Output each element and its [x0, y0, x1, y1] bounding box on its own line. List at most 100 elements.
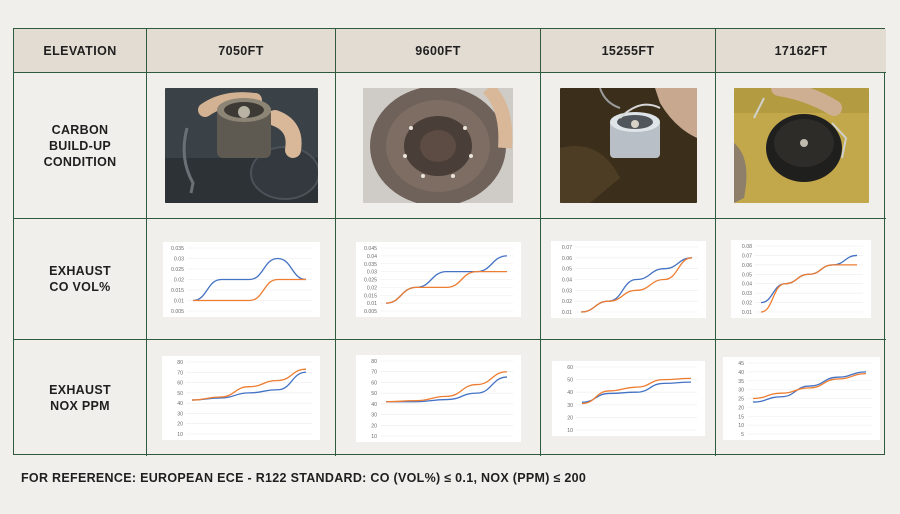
row-label-co: EXHAUST CO VOL% — [14, 219, 147, 340]
y-tick-label: 0.03 — [173, 256, 183, 262]
reference-footnote: FOR REFERENCE: EUROPEAN ECE - R122 STAND… — [21, 471, 587, 485]
y-tick-label: 0.01 — [561, 310, 571, 316]
carbon-photo-9600ft — [363, 88, 513, 203]
y-tick-label: 0.02 — [561, 299, 571, 305]
y-tick-label: 30 — [371, 412, 377, 418]
y-tick-label: 0.05 — [742, 272, 752, 278]
header-15255ft: 15255FT — [541, 29, 716, 73]
y-tick-label: 0.005 — [364, 309, 377, 315]
y-tick-label: 50 — [567, 377, 573, 383]
nox-chart-17162ft: 45 40 35 30 25 20 15 10 5 — [722, 356, 880, 440]
y-tick-label: 30 — [177, 411, 183, 417]
series-line-2 — [385, 370, 507, 402]
y-tick-label: 30 — [567, 402, 573, 408]
y-tick-label: 10 — [371, 434, 377, 440]
y-tick-label: 30 — [738, 387, 744, 393]
series-line-2 — [385, 270, 507, 304]
header-7050ft: 7050FT — [147, 29, 336, 73]
co-chart-cell-9600ft: 0.045 0.04 0.035 0.03 0.025 0.02 0.015 0.01 0.00… — [336, 219, 541, 340]
y-tick-label: 0.02 — [742, 301, 752, 307]
row-label-carbon: CARBON BUILD-UP CONDITION — [14, 73, 147, 219]
y-tick-label: 80 — [371, 359, 377, 365]
co-chart-15255ft: 0.07 0.06 0.05 0.04 0.03 0.02 0.01 — [550, 240, 706, 318]
y-tick-label: 0.015 — [364, 293, 377, 299]
series-line-1 — [385, 375, 507, 402]
chart-background — [162, 356, 320, 440]
y-tick-label: 40 — [371, 401, 377, 407]
header-9600ft: 9600FT — [336, 29, 541, 73]
y-tick-label: 0.03 — [742, 291, 752, 297]
nox-chart-cell-15255ft: 60 50 40 30 20 10 — [541, 340, 716, 456]
nox-chart-7050ft: 80 70 60 50 40 30 20 10 — [162, 356, 320, 440]
comparison-table: ELEVATION 7050FT 9600FT 15255FT 17162FT … — [13, 28, 886, 456]
carbon-photo-7050ft — [164, 88, 318, 203]
y-tick-label: 0.07 — [742, 253, 752, 259]
y-tick-label: 0.035 — [364, 261, 377, 267]
y-tick-label: 20 — [177, 422, 183, 428]
y-tick-label: 0.045 — [364, 246, 377, 252]
y-tick-label: 0.04 — [561, 277, 571, 283]
series-line-2 — [192, 278, 306, 301]
nox-chart-cell-9600ft: 80 70 60 50 40 30 20 10 — [336, 340, 541, 456]
y-tick-label: 0.035 — [171, 246, 184, 252]
y-tick-label: 10 — [177, 432, 183, 438]
y-tick-label: 25 — [738, 396, 744, 402]
series-line-1 — [752, 370, 866, 403]
series-line-2 — [581, 377, 691, 404]
y-tick-label: 50 — [371, 391, 377, 397]
co-chart-17162ft: 0.08 0.07 0.06 0.05 0.04 0.03 0.02 0.01 — [731, 240, 871, 318]
y-tick-label: 0.005 — [171, 309, 184, 315]
chart-background — [551, 360, 705, 436]
y-tick-label: 0.06 — [742, 263, 752, 269]
header-elevation: ELEVATION — [14, 29, 147, 73]
y-tick-label: 35 — [738, 378, 744, 384]
y-tick-label: 0.08 — [742, 244, 752, 250]
carbon-photo-15255ft — [559, 88, 697, 203]
y-tick-label: 60 — [371, 380, 377, 386]
y-tick-label: 20 — [738, 405, 744, 411]
header-17162ft: 17162FT — [716, 29, 886, 73]
y-tick-label: 20 — [567, 415, 573, 421]
y-tick-label: 0.04 — [366, 253, 376, 259]
y-tick-label: 0.04 — [742, 282, 752, 288]
y-tick-label: 70 — [177, 370, 183, 376]
y-tick-label: 40 — [567, 390, 573, 396]
y-tick-label: 10 — [738, 423, 744, 429]
nox-chart-9600ft: 80 70 60 50 40 30 20 10 — [355, 354, 521, 442]
photo-cell-15255ft — [541, 73, 716, 219]
y-tick-label: 50 — [177, 391, 183, 397]
y-tick-label: 60 — [177, 381, 183, 387]
y-tick-label: 20 — [371, 423, 377, 429]
nox-chart-cell-7050ft: 80 70 60 50 40 30 20 10 — [147, 340, 336, 456]
y-tick-label: 0.025 — [171, 267, 184, 273]
y-tick-label: 60 — [567, 365, 573, 371]
series-line-2 — [752, 372, 866, 399]
co-chart-cell-7050ft: 0.035 0.03 0.025 0.02 0.015 0.01 0.005 — [147, 219, 336, 340]
y-tick-label: 0.06 — [561, 255, 571, 261]
y-tick-label: 0.02 — [366, 285, 376, 291]
y-tick-label: 0.07 — [561, 245, 571, 251]
y-tick-label: 0.01 — [366, 301, 376, 307]
y-tick-label: 0.015 — [171, 288, 184, 294]
series-line-1 — [191, 371, 307, 401]
nox-chart-15255ft: 60 50 40 30 20 10 — [551, 360, 705, 436]
y-tick-label: 0.01 — [173, 298, 183, 304]
y-tick-label: 5 — [741, 432, 744, 438]
y-tick-label: 10 — [567, 428, 573, 434]
y-tick-label: 45 — [738, 361, 744, 367]
co-chart-cell-17162ft: 0.08 0.07 0.06 0.05 0.04 0.03 0.02 0.01 — [716, 219, 886, 340]
y-tick-label: 40 — [738, 369, 744, 375]
series-line-2 — [191, 368, 307, 401]
co-chart-cell-15255ft: 0.07 0.06 0.05 0.04 0.03 0.02 0.01 — [541, 219, 716, 340]
carbon-photo-17162ft — [733, 88, 869, 203]
chart-background — [731, 240, 871, 318]
y-tick-label: 40 — [177, 401, 183, 407]
chart-background — [355, 354, 521, 442]
series-line-1 — [192, 257, 306, 301]
y-tick-label: 0.05 — [561, 266, 571, 272]
series-line-1 — [581, 380, 691, 403]
series-line-2 — [580, 256, 692, 313]
y-tick-label: 0.03 — [561, 288, 571, 294]
co-chart-7050ft: 0.035 0.03 0.025 0.02 0.015 0.01 0.005 — [162, 241, 320, 317]
